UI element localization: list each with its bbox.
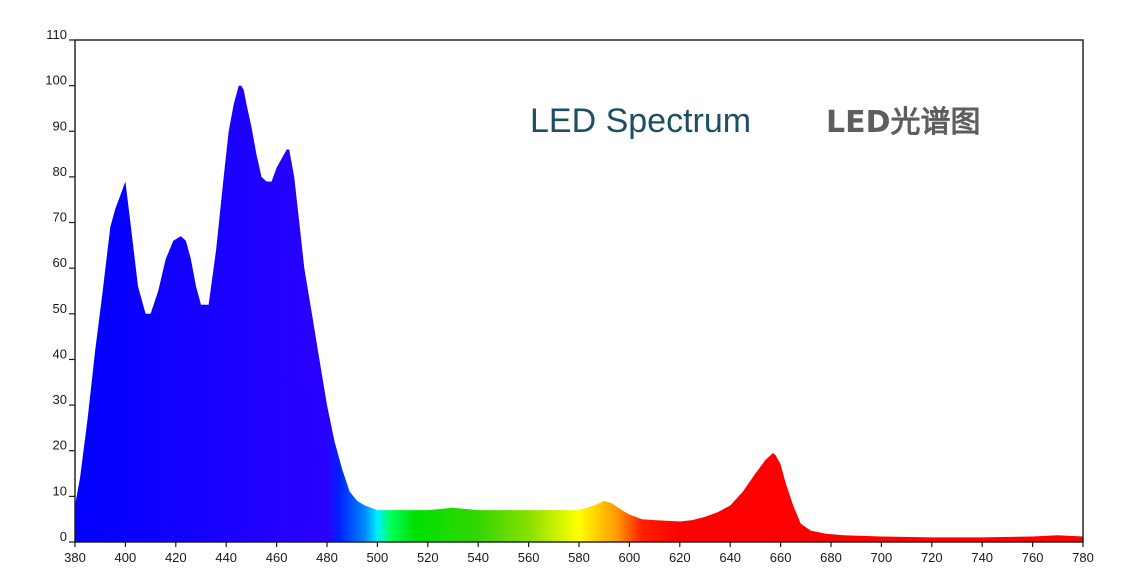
chart-title: LED Spectrum	[530, 102, 751, 140]
y-tick-label: 10	[53, 483, 67, 498]
x-tick-label: 600	[619, 550, 641, 565]
x-tick-label: 580	[568, 550, 590, 565]
x-tick-label: 740	[971, 550, 993, 565]
y-tick-label: 30	[53, 392, 67, 407]
y-tick-label: 110	[46, 27, 67, 42]
x-tick-label: 700	[871, 550, 893, 565]
y-tick-label: 90	[53, 118, 67, 133]
x-tick-label: 720	[921, 550, 943, 565]
y-tick-label: 20	[53, 438, 67, 453]
tick-labels: 0 10 20 30 40 50 60 70 80 90 100 110 380 400 420 440 460…	[45, 27, 1094, 565]
x-tick-label: 560	[518, 550, 540, 565]
x-tick-label: 440	[215, 550, 237, 565]
x-tick-label: 680	[820, 550, 842, 565]
y-tick-label: 50	[53, 301, 67, 316]
x-tick-label: 660	[770, 550, 792, 565]
y-tick-label: 60	[53, 255, 67, 270]
x-tick-label: 780	[1072, 550, 1094, 565]
x-tick-label: 460	[266, 550, 288, 565]
axes	[69, 39, 1084, 547]
x-tick-label: 620	[669, 550, 691, 565]
y-tick-label: 0	[60, 529, 67, 544]
x-tick-label: 380	[64, 550, 86, 565]
y-tick-label: 100	[45, 73, 67, 88]
x-tick-label: 640	[719, 550, 741, 565]
y-tick-label: 80	[53, 164, 67, 179]
x-tick-label: 480	[316, 550, 338, 565]
plot-area	[75, 85, 1083, 542]
y-tick-label: 40	[53, 346, 67, 361]
y-tick-label: 70	[53, 210, 67, 225]
x-tick-label: 760	[1022, 550, 1044, 565]
x-tick-label: 520	[417, 550, 439, 565]
x-tick-label: 500	[367, 550, 389, 565]
chart-title-secondary: LED光谱图	[826, 105, 981, 140]
spectrum-area-series-0	[75, 85, 1083, 542]
x-tick-label: 400	[115, 550, 137, 565]
x-tick-label: 420	[165, 550, 187, 565]
x-tick-label: 540	[467, 550, 489, 565]
